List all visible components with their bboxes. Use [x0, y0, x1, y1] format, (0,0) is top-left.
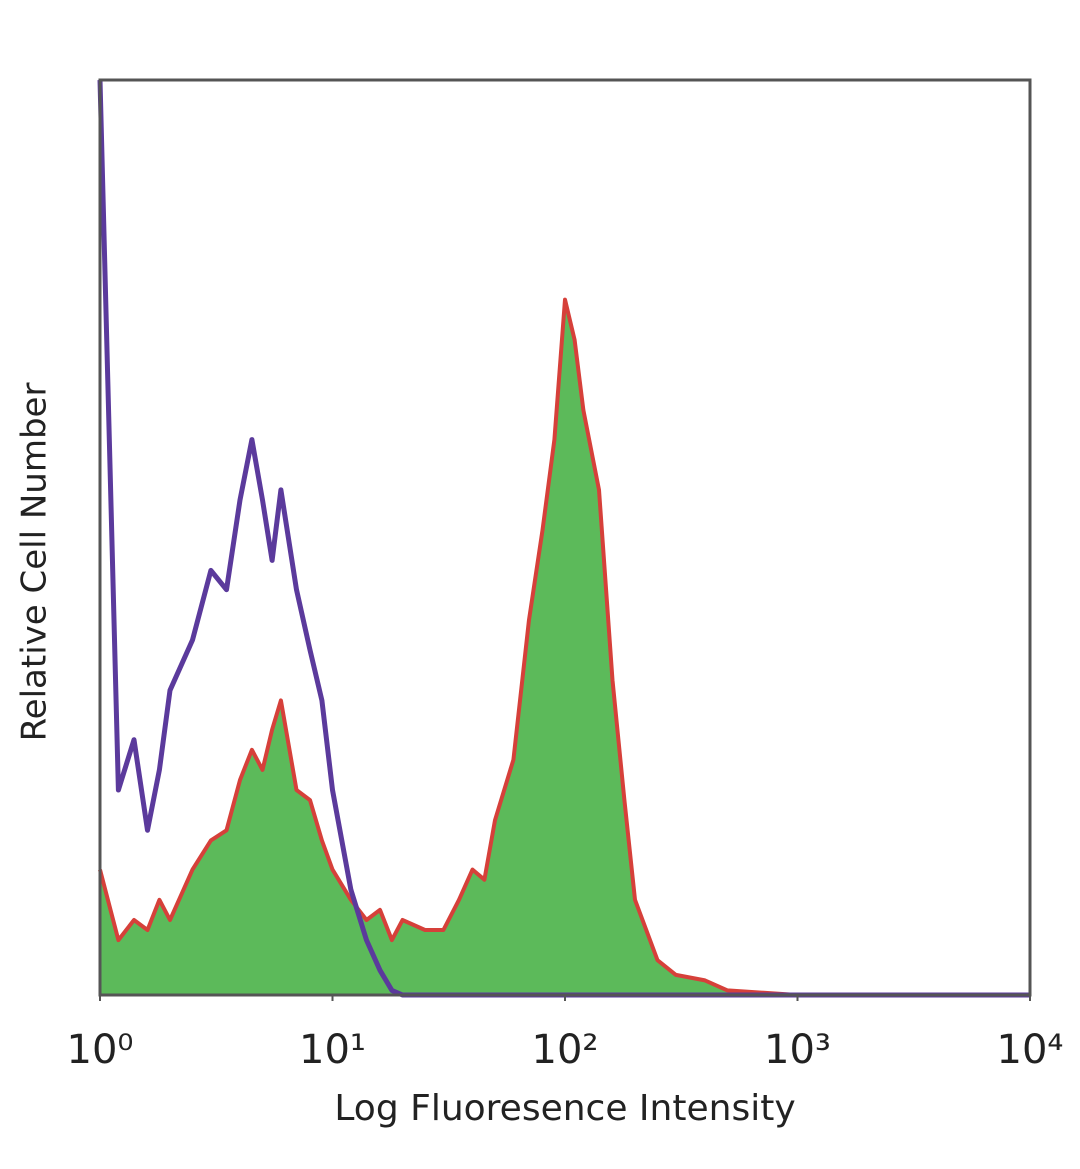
x-tick-label: 10²: [532, 1027, 599, 1073]
area: [100, 299, 1030, 996]
area-edge: [98, 297, 1030, 997]
y-axis-label: Relative Cell Number: [15, 383, 55, 742]
x-axis-label: Log Fluoresence Intensity: [334, 1088, 795, 1129]
x-tick-label: 10⁴: [997, 1027, 1064, 1073]
x-tick-label: 10³: [764, 1027, 831, 1073]
x-tick-label: 10¹: [299, 1027, 366, 1073]
x-tick-label: 10⁰: [67, 1027, 134, 1073]
